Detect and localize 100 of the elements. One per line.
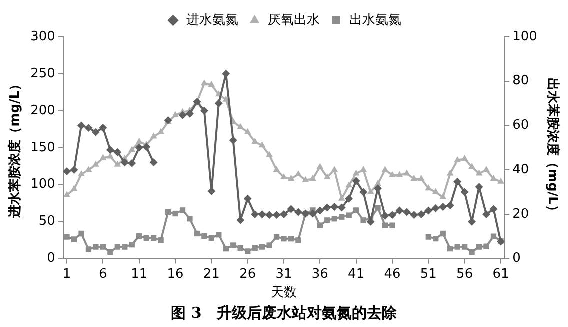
point (114, 244, 120, 250)
point (71, 236, 78, 242)
point (396, 206, 404, 215)
point (454, 244, 460, 250)
point (353, 208, 360, 214)
point (388, 211, 396, 220)
x-tick-label: 16 (167, 266, 184, 282)
point (208, 235, 215, 241)
y-tick-label: 200 (30, 103, 56, 118)
y-tick-label: 250 (30, 66, 56, 82)
point (165, 209, 172, 216)
point (462, 244, 468, 250)
point (100, 244, 106, 250)
y2-tick-label: 40 (512, 162, 530, 178)
point (120, 158, 129, 167)
x-tick-label: 46 (384, 266, 401, 282)
point (469, 249, 475, 255)
legend-label: 出水氨氮 (349, 12, 402, 28)
x-tick-label: 31 (276, 266, 292, 282)
text: 图 3 升级后废水站对氨氮的去除 (171, 304, 398, 322)
point (448, 246, 454, 252)
point (330, 203, 339, 212)
point (352, 177, 360, 186)
point (426, 234, 432, 240)
point (410, 211, 418, 220)
point (63, 168, 72, 176)
point (332, 216, 338, 222)
point (317, 222, 323, 228)
point (323, 204, 332, 212)
point (288, 236, 294, 242)
point (274, 234, 280, 240)
point (214, 100, 223, 108)
point (382, 222, 388, 228)
point (222, 70, 230, 78)
point (252, 245, 258, 251)
point (108, 249, 114, 255)
point (122, 244, 128, 250)
point (178, 111, 187, 120)
x-tick-label: 21 (203, 266, 220, 282)
point (135, 144, 144, 152)
point (158, 238, 164, 244)
point (142, 143, 151, 152)
point (92, 128, 100, 136)
y-axis-title: 进水苯胺浓度（mg/L） (7, 78, 24, 219)
point (78, 230, 84, 237)
point (296, 238, 302, 244)
point (345, 194, 354, 203)
point (484, 244, 490, 250)
x-tick-label: 1 (62, 266, 72, 282)
point (259, 244, 266, 250)
point (202, 233, 208, 240)
x-tick-label: 56 (456, 266, 474, 282)
point (308, 210, 317, 218)
point (208, 188, 216, 196)
point (339, 214, 345, 220)
point (258, 210, 266, 218)
point (194, 230, 200, 237)
point (281, 236, 287, 242)
point (446, 202, 454, 210)
point (460, 188, 469, 196)
point (245, 248, 251, 254)
point (244, 194, 252, 203)
y2-tick-label: 0 (512, 251, 521, 266)
y2-tick-label: 60 (512, 118, 530, 134)
point (482, 210, 491, 218)
point (150, 158, 158, 167)
point (439, 203, 448, 212)
point (433, 236, 439, 242)
y-tick-label: 50 (38, 214, 56, 230)
legend-label: 厌氧出水 (268, 12, 320, 28)
x-tick-label: 26 (240, 266, 256, 282)
point (172, 210, 178, 217)
point (432, 204, 440, 213)
point (144, 235, 150, 241)
y-tick-label: 0 (47, 251, 56, 266)
x-tick-label: 51 (420, 266, 437, 282)
point (86, 246, 92, 252)
y-tick-label: 150 (30, 140, 56, 156)
y-tick-label: 300 (30, 29, 56, 44)
point (84, 124, 93, 132)
point (129, 242, 135, 248)
point (180, 208, 186, 214)
point (229, 136, 238, 145)
point (266, 242, 272, 248)
y-tick-label: 100 (30, 177, 56, 192)
point (99, 124, 108, 132)
point (381, 212, 390, 220)
point (402, 208, 411, 216)
point (280, 210, 288, 218)
x-tick-label: 61 (492, 266, 510, 282)
x-tick-label: 6 (99, 266, 108, 282)
point (324, 218, 330, 224)
x-tick-label: 11 (131, 266, 148, 282)
point (216, 232, 222, 238)
point (424, 206, 433, 215)
legend-label: 进水氨氮 (186, 12, 238, 28)
point (114, 148, 122, 156)
point (454, 178, 462, 186)
point (476, 244, 482, 250)
point (375, 205, 381, 211)
